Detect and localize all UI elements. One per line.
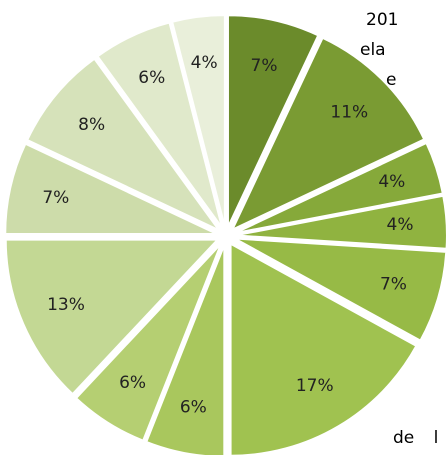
slice-label: 4% xyxy=(387,215,414,235)
slice-label: 4% xyxy=(191,53,218,73)
document-text: ela xyxy=(360,40,386,60)
document-text: 201 xyxy=(366,10,398,30)
document-text: e xyxy=(386,70,396,90)
slice-label: 17% xyxy=(296,376,334,396)
pie-slice xyxy=(144,244,226,455)
pie-slice xyxy=(4,142,218,236)
slice-label: 8% xyxy=(78,115,105,135)
slice-label: 11% xyxy=(330,103,368,123)
slice-label: 7% xyxy=(42,188,69,208)
pie-slice xyxy=(170,14,226,228)
pie-slice xyxy=(25,57,220,232)
pie-slice xyxy=(4,238,221,396)
slice-label: 6% xyxy=(138,68,165,88)
slice-label: 13% xyxy=(47,295,85,315)
slice-label: 7% xyxy=(380,275,407,295)
pie-slice xyxy=(74,242,223,443)
slice-label: 7% xyxy=(251,56,278,76)
pie-slice xyxy=(96,21,224,229)
slice-label: 6% xyxy=(180,397,207,417)
document-text: de l xyxy=(393,428,438,448)
slice-label: 4% xyxy=(378,172,405,192)
pie-slice xyxy=(230,36,426,232)
pie-slice xyxy=(234,141,444,235)
slice-label: 6% xyxy=(119,373,146,393)
pie-slice xyxy=(234,237,447,343)
pie-slice xyxy=(226,14,320,228)
